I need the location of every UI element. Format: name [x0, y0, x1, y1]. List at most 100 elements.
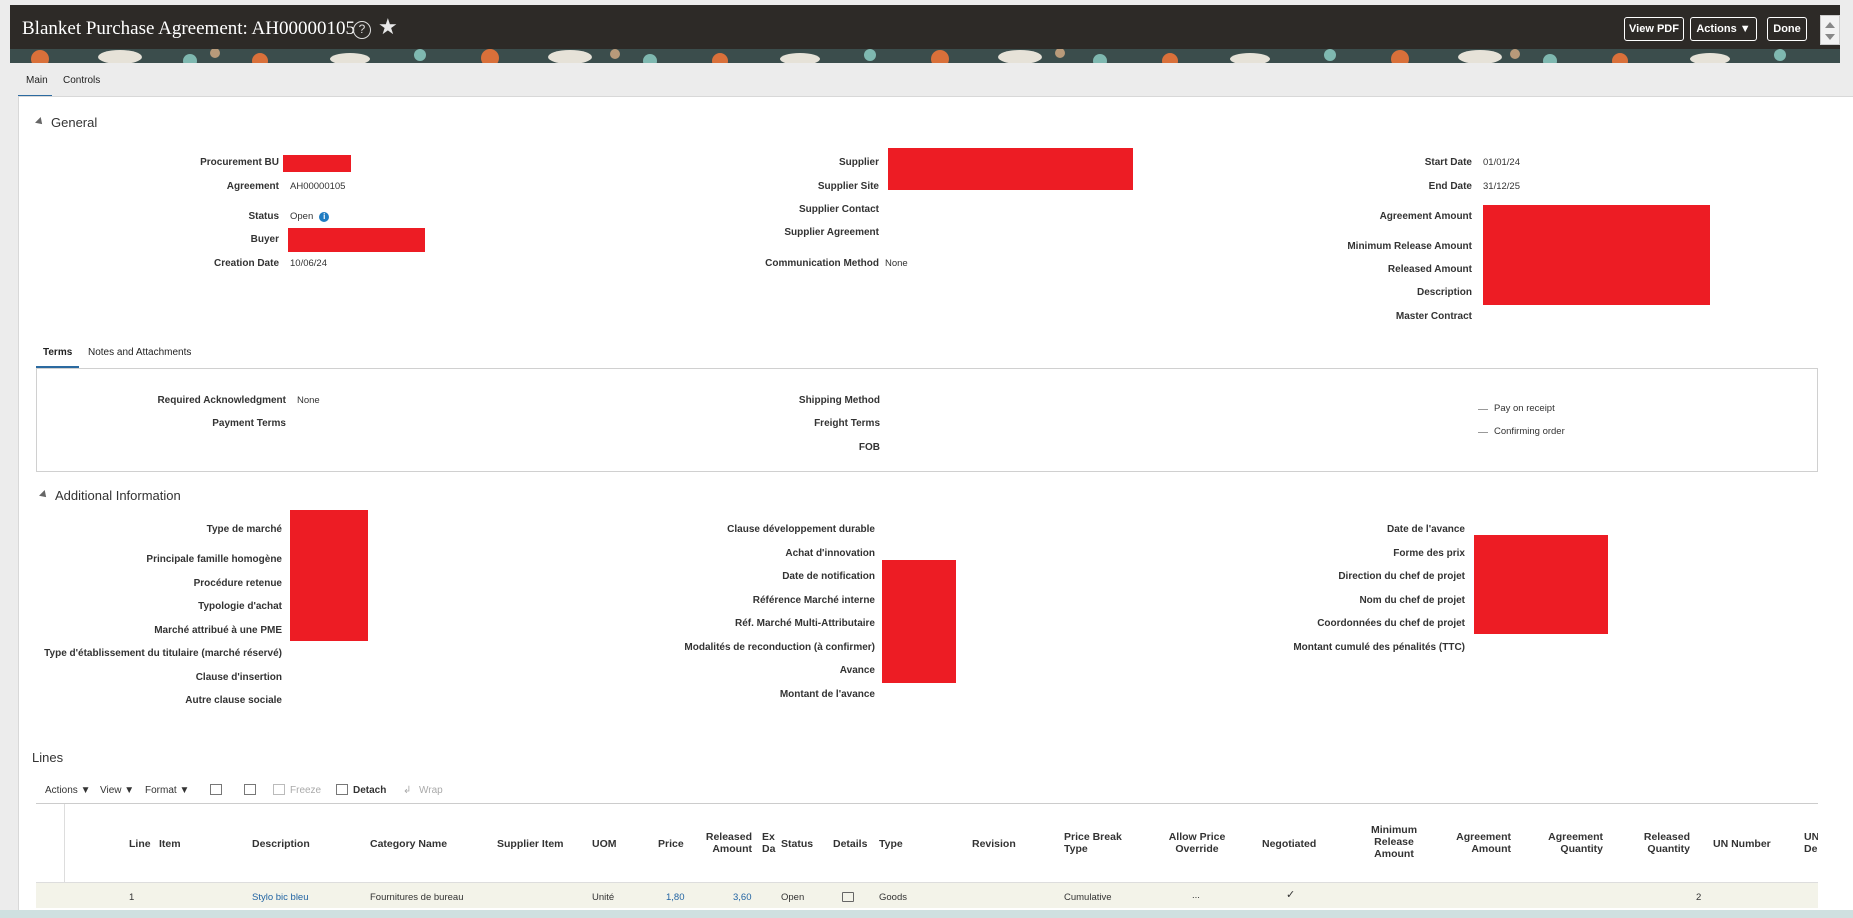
tab-main[interactable]: Main [18, 72, 52, 98]
agreement-label: Agreement [226, 181, 279, 192]
date-avance-label: Date de l'avance [1387, 524, 1465, 535]
supplier-contact-label: Supplier Contact [798, 204, 879, 215]
col-supplier-item[interactable]: Supplier Item [497, 838, 564, 850]
buyer-redacted [288, 228, 425, 252]
col-agreement-quantity[interactable]: Agreement Quantity [1548, 831, 1603, 855]
freight-terms-label: Freight Terms [814, 418, 880, 429]
filter-icon[interactable] [244, 784, 256, 795]
start-date-label: Start Date [1424, 157, 1472, 168]
montant-penalites-label: Montant cumulé des pénalités (TTC) [1293, 642, 1465, 653]
page-title: Blanket Purchase Agreement: AH00000105 [22, 18, 355, 39]
col-description[interactable]: Description [252, 838, 310, 850]
col-un-number[interactable]: UN Number [1713, 838, 1771, 850]
pay-on-receipt-label: Pay on receipt [1494, 403, 1555, 414]
col-category-name[interactable]: Category Name [370, 838, 448, 850]
montant-avance-label: Montant de l'avance [779, 689, 875, 700]
additional-info-section-header[interactable]: Additional Information [39, 488, 181, 503]
col-minimum-release-amount[interactable]: Minimum Release Amount [1370, 824, 1418, 860]
typologie-achat-label: Typologie d'achat [198, 601, 282, 612]
agreement-value: AH00000105 [290, 181, 346, 192]
help-icon[interactable]: ? [353, 21, 371, 39]
additional-info-title: Additional Information [55, 488, 181, 503]
amounts-redacted [1483, 205, 1710, 305]
col-details[interactable]: Details [833, 838, 868, 850]
favorite-star-icon[interactable]: ★ [378, 14, 398, 39]
row-released-amount[interactable]: 3,60 [733, 892, 752, 903]
ref-multi-attributaire-label: Réf. Marché Multi-Attributaire [734, 618, 875, 629]
col-item[interactable]: Item [159, 838, 181, 850]
marche-pme-label: Marché attribué à une PME [154, 625, 282, 636]
column-chooser-icon[interactable] [210, 784, 222, 795]
collapse-triangle-icon[interactable] [35, 117, 45, 127]
header-scroll-control[interactable] [1820, 15, 1840, 45]
col-price[interactable]: Price [658, 838, 684, 850]
row-price[interactable]: 1,80 [666, 892, 685, 903]
famille-homogene-label: Principale famille homogène [146, 554, 282, 565]
row-description-link[interactable]: Stylo bic bleu [252, 892, 309, 903]
table-row[interactable]: 1 Stylo bic bleu Fournitures de bureau U… [36, 882, 1818, 908]
forme-prix-label: Forme des prix [1393, 548, 1465, 559]
row-header-divider [64, 804, 65, 908]
type-marche-label: Type de marché [206, 524, 282, 535]
col-line[interactable]: Line [129, 838, 151, 850]
col-ex-da[interactable]: Ex Da [762, 831, 776, 855]
row-price-break: Cumulative [1064, 892, 1112, 903]
general-section-title: General [51, 115, 98, 130]
col-allow-price-override[interactable]: Allow Price Override [1168, 831, 1226, 855]
page-header: Blanket Purchase Agreement: AH00000105 ?… [10, 5, 1840, 63]
row-status: Open [781, 892, 805, 903]
scroll-up-icon[interactable] [1825, 22, 1835, 28]
subtab-terms[interactable]: Terms [36, 347, 80, 368]
col-status[interactable]: Status [781, 838, 814, 850]
communication-method-label: Communication Method [765, 258, 879, 269]
additional-col3-redacted [1474, 535, 1608, 634]
col-un-de[interactable]: UN De [1804, 831, 1818, 855]
reference-marche-interne-label: Référence Marché interne [752, 595, 875, 606]
subtab-notes-attachments[interactable]: Notes and Attachments [88, 347, 192, 358]
creation-date-value: 10/06/24 [290, 258, 327, 269]
start-date-value: 01/01/24 [1483, 157, 1520, 168]
required-ack-value: None [297, 395, 320, 406]
buyer-label: Buyer [250, 234, 279, 245]
lines-format-menu[interactable]: Format ▼ [145, 785, 190, 796]
view-pdf-button[interactable]: View PDF [1624, 17, 1684, 41]
col-revision[interactable]: Revision [972, 838, 1016, 850]
master-contract-label: Master Contract [1395, 311, 1472, 322]
bottom-scrollbar[interactable] [0, 910, 1853, 918]
lines-view-menu[interactable]: View ▼ [100, 785, 135, 796]
autre-clause-sociale-label: Autre clause sociale [185, 695, 282, 706]
col-uom[interactable]: UOM [592, 838, 617, 850]
col-released-quantity[interactable]: Released Quantity [1643, 831, 1690, 855]
wrap-button: Wrap [419, 785, 443, 796]
info-icon[interactable]: i [319, 212, 330, 222]
payment-terms-label: Payment Terms [212, 418, 286, 429]
nom-chef-projet-label: Nom du chef de projet [1359, 595, 1465, 606]
supplier-agreement-label: Supplier Agreement [784, 227, 879, 238]
details-icon[interactable] [842, 892, 854, 902]
description-label: Description [1416, 287, 1472, 298]
shipping-method-label: Shipping Method [798, 395, 880, 406]
wrap-icon: ↲ [403, 785, 412, 796]
released-amount-label: Released Amount [1387, 264, 1472, 275]
tab-controls[interactable]: Controls [63, 75, 101, 86]
col-type[interactable]: Type [879, 838, 903, 850]
col-price-break-type[interactable]: Price Break Type [1064, 831, 1122, 855]
general-section-header[interactable]: General [35, 115, 98, 130]
col-agreement-amount[interactable]: Agreement Amount [1456, 831, 1511, 855]
row-line: 1 [129, 892, 135, 903]
detach-icon[interactable] [336, 784, 348, 795]
done-button[interactable]: Done [1767, 17, 1807, 41]
lines-actions-menu[interactable]: Actions ▼ [45, 785, 91, 796]
col-released-amount[interactable]: Released Amount [705, 831, 752, 855]
procurement-bu-label: Procurement BU [200, 157, 279, 168]
negotiated-check-icon: ✓ [1286, 889, 1296, 901]
collapse-triangle-icon[interactable] [39, 490, 49, 500]
row-allow-override: ... [1192, 890, 1200, 901]
supplier-site-label: Supplier Site [817, 181, 879, 192]
actions-menu-button[interactable]: Actions ▼ [1690, 17, 1757, 41]
status-value: Open [290, 211, 314, 222]
scroll-down-icon[interactable] [1825, 34, 1835, 40]
col-negotiated[interactable]: Negotiated [1262, 838, 1317, 850]
communication-method-value: None [885, 258, 908, 269]
detach-button[interactable]: Detach [353, 785, 387, 796]
